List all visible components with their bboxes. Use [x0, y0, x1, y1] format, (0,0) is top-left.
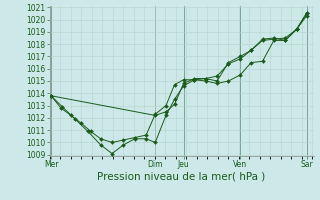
- X-axis label: Pression niveau de la mer( hPa ): Pression niveau de la mer( hPa ): [98, 172, 266, 182]
